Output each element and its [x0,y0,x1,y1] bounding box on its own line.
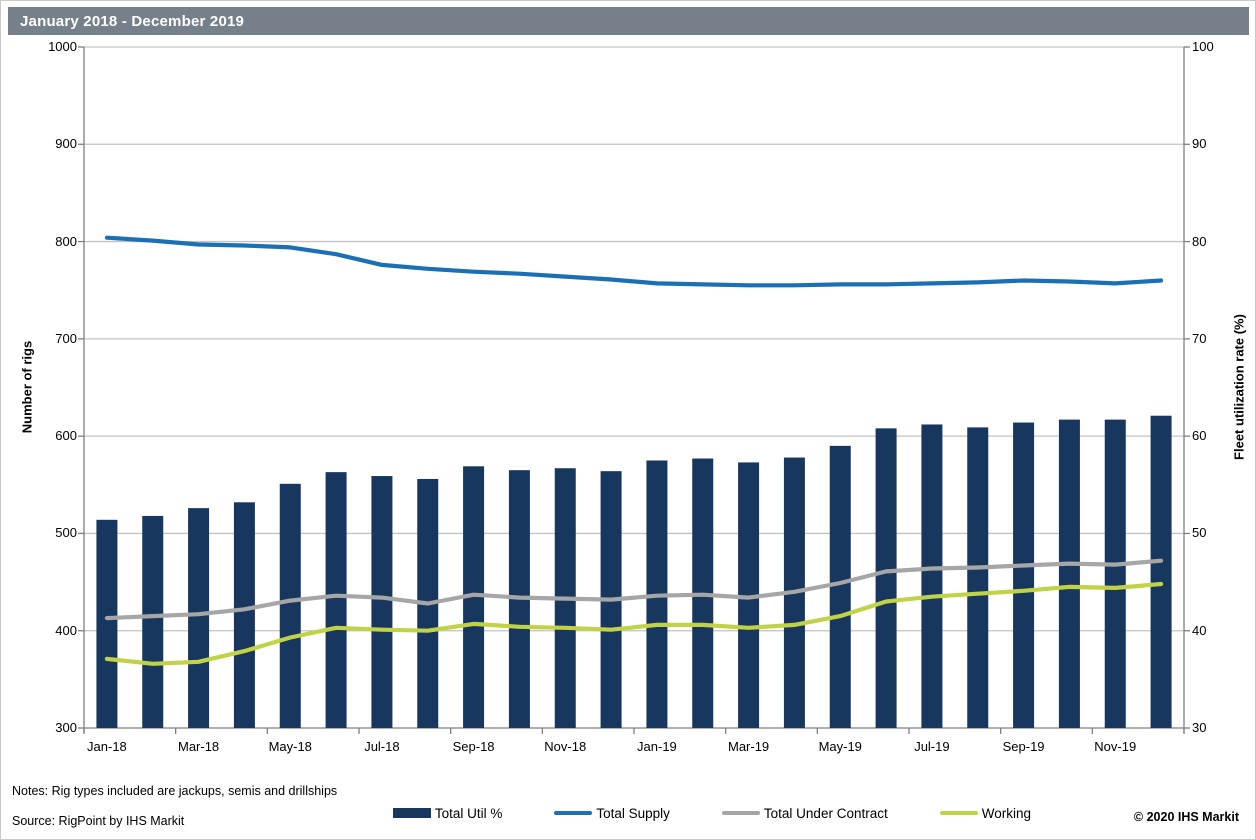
x-axis-tick-label: Jan-18 [87,739,127,754]
chart-title: January 2018 - December 2019 [20,12,245,30]
left-axis-tick-label: 900 [55,136,77,152]
legend-label-total-under-contract: Total Under Contract [763,805,888,821]
right-axis-tick-label: 100 [1192,39,1214,54]
left-axis-tick-label: 1000 [48,39,77,54]
x-axis-tick-label: Jul-18 [364,739,400,754]
bar-total-util [371,476,393,728]
right-axis-tick-label: 70 [1192,330,1207,346]
right-axis-tick-label: 90 [1192,136,1207,152]
x-axis-tick-label: Nov-18 [544,739,587,754]
bar-total-util [463,466,485,728]
x-axis-tick-label: May-18 [268,739,312,754]
x-axis-tick-label: May-19 [818,739,862,754]
left-axis-tick-label: 500 [55,525,77,541]
x-axis-tick-label: Mar-19 [727,739,770,754]
line-total-under-contract [104,558,1164,621]
right-axis-tick-label: 50 [1192,525,1207,541]
bar-total-util [233,502,255,728]
chart-title-bar: January 2018 - December 2019 [8,7,1249,35]
left-axis-title: Number of rigs [19,340,35,434]
bar-total-util [1104,419,1126,728]
legend-label-total-util: Total Util % [434,805,503,821]
bar-total-util [1058,419,1080,728]
legend-item-total-util: Total Util % [392,805,503,821]
x-axis-tick-label: Sep-19 [1002,739,1045,754]
left-axis-tick-label: 800 [55,233,77,249]
bar-total-util [96,519,118,728]
source-text: Source: RigPoint by IHS Markit [12,814,185,828]
left-axis-tick-label: 400 [55,622,77,638]
legend-item-working: Working [939,805,1031,821]
bar-swatch-icon [392,808,431,818]
x-axis-tick-label: Jan-19 [637,739,677,754]
legend-item-total-supply: Total Supply [554,806,670,821]
legend-label-working: Working [981,805,1031,821]
right-axis-tick-label: 30 [1192,720,1207,735]
line-total-supply [104,235,1164,288]
bar-total-util [188,508,210,728]
left-axis-tick-label: 600 [55,428,77,444]
right-axis-title: Fleet utilization rate (%) [1231,314,1247,460]
bar-total-util [1150,415,1172,728]
x-axis-tick-label: Mar-18 [177,739,220,754]
bar-total-util [738,462,760,728]
right-axis-tick-label: 60 [1192,428,1207,444]
x-axis-tick-label: Sep-18 [452,739,495,754]
right-axis-tick-label: 40 [1192,622,1207,638]
bar-total-util [967,427,989,728]
line-working [104,581,1164,666]
line-swatch-icon [939,811,978,815]
left-axis-tick-label: 700 [55,330,77,346]
x-axis-tick-label: Jul-19 [914,739,950,754]
bar-total-util [829,445,851,728]
legend-item-total-under-contract: Total Under Contract [721,805,888,821]
bar-total-util [325,472,347,728]
bar-total-util [142,515,164,728]
bar-total-util [921,424,943,728]
bar-total-util [1013,422,1035,728]
bar-total-util [875,428,897,728]
notes-text: Notes: Rig types included are jackups, s… [12,784,338,798]
bar-total-util [279,483,301,728]
x-axis-tick-label: Nov-19 [1094,739,1137,754]
legend: Total Util % Total Supply Total Under Co… [1,802,1031,824]
right-axis-tick-label: 80 [1192,233,1207,249]
copyright-text: © 2020 IHS Markit [1133,810,1239,824]
line-swatch-icon [721,811,760,815]
legend-label-total-supply: Total Supply [596,805,670,821]
left-axis-tick-label: 300 [55,720,77,735]
line-swatch-icon [554,811,593,815]
